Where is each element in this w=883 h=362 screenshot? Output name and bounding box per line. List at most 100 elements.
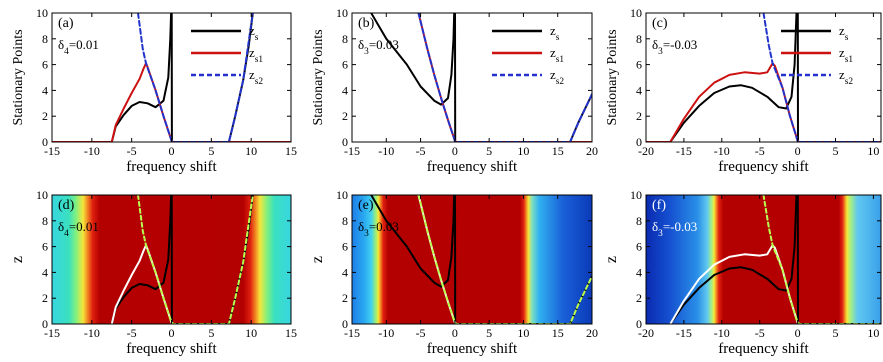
x-axis-label: frequency shift <box>718 341 809 357</box>
legend: zs zs1 zs2 <box>492 23 564 87</box>
series-z-s-line <box>370 195 456 288</box>
axes-frame <box>351 12 593 143</box>
legend: zs zs1 zs2 <box>191 23 263 87</box>
x-tick-label: -10 <box>84 144 100 158</box>
y-tick-label: 10 <box>36 188 48 202</box>
x-tick-label: -5 <box>755 144 765 158</box>
x-tick-label: 15 <box>552 144 564 158</box>
x-tick-label: -5 <box>127 326 137 340</box>
x-tick-label: 20 <box>586 326 598 340</box>
x-tick-label: 0 <box>452 144 458 158</box>
x-axis-label: frequency shift <box>126 341 217 357</box>
y-tick-label: 0 <box>342 317 348 331</box>
legend: zs zs1 zs2 <box>781 23 853 87</box>
x-tick-label: -10 <box>378 326 394 340</box>
x-tick-label: -20 <box>638 326 654 340</box>
panel-c: -20 -15 -10 -5 0 5 10 0 2 4 6 8 10 frequency shift Sta… <box>605 6 882 175</box>
series-z-s-line <box>796 195 881 324</box>
legend-entry: zs2 <box>249 67 263 87</box>
x-tick-label: -5 <box>416 144 426 158</box>
y-tick-label: 8 <box>342 32 348 46</box>
y-axis-label: Stationary Points <box>11 29 26 125</box>
series-z-s2-line <box>137 13 254 142</box>
series-z-s-line <box>370 13 456 106</box>
x-tick-label: 10 <box>867 326 879 340</box>
legend-entry: zs2 <box>550 67 564 87</box>
x-tick-label: 5 <box>208 326 214 340</box>
panel-tag: (c) <box>652 16 668 31</box>
series-z-s-line <box>454 13 592 142</box>
x-tick-label: -15 <box>344 144 360 158</box>
panel-parameter: δ3=-0.03 <box>652 37 697 57</box>
y-tick-label: 10 <box>336 188 348 202</box>
y-tick-label: 8 <box>42 32 48 46</box>
y-tick-label: 6 <box>42 58 48 72</box>
x-tick-label: -15 <box>676 326 692 340</box>
y-tick-label: 4 <box>42 265 48 279</box>
y-tick-label: 0 <box>342 135 348 149</box>
x-tick-label: -10 <box>714 326 730 340</box>
axes-frame <box>351 194 593 325</box>
y-axis-label: z <box>603 256 620 263</box>
series-z-s2-line <box>417 195 592 324</box>
y-tick-label: 6 <box>42 240 48 254</box>
y-tick-label: 4 <box>42 83 48 97</box>
panel-tag: (a) <box>58 16 74 31</box>
y-tick-label: 0 <box>42 317 48 331</box>
x-tick-label: -5 <box>416 326 426 340</box>
y-tick-label: 10 <box>630 188 642 202</box>
series-z-s-line <box>110 195 173 324</box>
y-axis-label: z <box>309 256 326 263</box>
y-tick-label: 4 <box>636 265 642 279</box>
legend-entry: zs1 <box>839 45 853 65</box>
panel-parameter: δ3=-0.03 <box>652 219 697 239</box>
legend-entry: zs2 <box>839 67 853 87</box>
x-tick-label: -15 <box>44 144 60 158</box>
x-tick-label: -10 <box>84 326 100 340</box>
series-z-s-line <box>796 13 881 142</box>
panel-tag: (e) <box>358 198 374 213</box>
x-tick-label: -15 <box>676 144 692 158</box>
panel-a: -15 -10 -5 0 5 10 15 0 2 4 6 8 10 frequency shift Stat… <box>11 6 297 175</box>
x-tick-label: 15 <box>552 326 564 340</box>
legend-entry: zs1 <box>550 45 564 65</box>
series-z-s2-line <box>762 13 881 142</box>
x-tick-label: -15 <box>344 326 360 340</box>
legend-entry: zs1 <box>249 45 263 65</box>
x-tick-label: 10 <box>517 144 529 158</box>
y-tick-label: 0 <box>42 135 48 149</box>
y-tick-label: 10 <box>336 6 348 20</box>
y-tick-label: 6 <box>636 58 642 72</box>
x-tick-label: 20 <box>586 144 598 158</box>
series-z-s-line <box>669 195 798 324</box>
y-axis-label: Stationary Points <box>605 29 620 125</box>
y-tick-label: 0 <box>636 317 642 331</box>
axes-frame <box>645 12 882 143</box>
y-tick-label: 4 <box>636 83 642 97</box>
y-tick-label: 10 <box>36 6 48 20</box>
y-axis-label: Stationary Points <box>311 29 326 125</box>
x-axis-label: frequency shift <box>718 159 809 175</box>
series-z-s1-line <box>646 62 881 142</box>
y-tick-label: 2 <box>42 291 48 305</box>
x-tick-label: -10 <box>714 144 730 158</box>
panel-d: -15 -10 -5 0 5 10 15 0 2 4 6 8 10 frequency shift z (d)… <box>9 188 297 357</box>
x-axis-label: frequency shift <box>126 159 217 175</box>
x-axis-label: frequency shift <box>427 159 518 175</box>
x-tick-label: 15 <box>285 326 297 340</box>
x-tick-label: 5 <box>833 144 839 158</box>
y-tick-label: 2 <box>636 109 642 123</box>
x-tick-label: -5 <box>127 144 137 158</box>
x-tick-label: -20 <box>638 144 654 158</box>
y-tick-label: 2 <box>342 109 348 123</box>
y-tick-label: 6 <box>342 240 348 254</box>
y-tick-label: 8 <box>342 214 348 228</box>
panel-f: -20 -15 -10 -5 0 5 10 0 2 4 6 8 10 frequency shift z (f… <box>603 188 882 357</box>
series-group <box>646 13 881 142</box>
y-axis-label: z <box>9 256 26 263</box>
x-tick-label: 5 <box>486 326 492 340</box>
y-tick-label: 8 <box>636 214 642 228</box>
